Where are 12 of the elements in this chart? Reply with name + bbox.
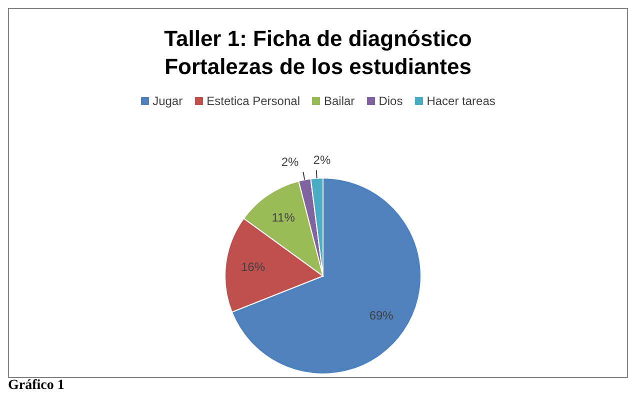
data-label: 69% bbox=[369, 308, 394, 323]
data-label: 2% bbox=[281, 154, 300, 169]
data-label: 11% bbox=[272, 210, 296, 225]
legend-label: Bailar bbox=[323, 94, 355, 108]
data-label: 16% bbox=[240, 260, 266, 274]
legend-label: Dios bbox=[378, 94, 403, 108]
data-label: 2% bbox=[313, 153, 331, 168]
text: Gráfico 1 bbox=[8, 378, 66, 394]
legend-label: Estetica Personal bbox=[206, 94, 300, 108]
chart-title: Taller 1: Ficha de diagnóstico Fortalezas de los estudiantes bbox=[163, 25, 473, 81]
legend-label: Jugar bbox=[152, 94, 183, 108]
legend-label: Hacer tareas bbox=[426, 94, 496, 108]
